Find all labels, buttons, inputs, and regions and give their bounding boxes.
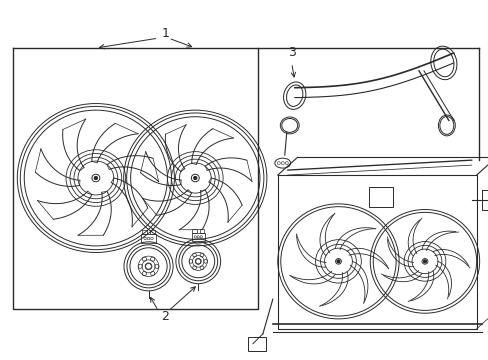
Bar xyxy=(192,229,196,233)
Ellipse shape xyxy=(94,177,97,179)
Bar xyxy=(142,230,146,234)
Ellipse shape xyxy=(193,177,196,179)
Ellipse shape xyxy=(423,260,426,263)
Bar xyxy=(191,233,204,240)
Bar xyxy=(141,234,156,243)
Bar xyxy=(247,337,265,351)
Ellipse shape xyxy=(336,260,339,263)
Text: 2: 2 xyxy=(161,310,169,323)
Bar xyxy=(368,187,392,207)
Bar xyxy=(199,229,204,233)
Text: 1: 1 xyxy=(161,27,169,40)
Bar xyxy=(150,230,155,234)
Text: 3: 3 xyxy=(287,46,295,59)
Bar xyxy=(481,190,488,210)
